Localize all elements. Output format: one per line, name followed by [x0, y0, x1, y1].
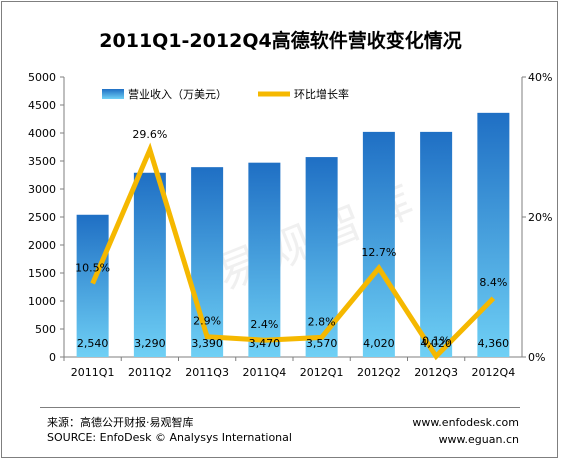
x-tick-label: 2012Q1: [300, 366, 344, 379]
bar: [420, 131, 453, 357]
bar-value-label: 3,470: [249, 337, 281, 350]
site-enfodesk[interactable]: www.enfodesk.com: [412, 416, 519, 429]
y-tick-label-left: 500: [35, 323, 56, 336]
legend-bar-swatch: [102, 89, 124, 99]
x-tick-label: 2011Q3: [185, 366, 229, 379]
growth-value-label: 8.4%: [479, 276, 507, 289]
y-tick-label-left: 1500: [28, 267, 56, 280]
x-tick-label: 2012Q4: [472, 366, 516, 379]
site-eguan[interactable]: www.eguan.cn: [438, 433, 519, 446]
footer-divider: [40, 407, 520, 408]
bar: [191, 167, 224, 357]
growth-value-label: 2.4%: [250, 318, 278, 331]
growth-value-label: 29.6%: [132, 128, 167, 141]
x-tick-label: 2012Q3: [414, 366, 458, 379]
legend-line-label: 环比增长率: [294, 87, 349, 101]
legend-bar-label: 营业收入（万美元）: [128, 87, 227, 101]
y-tick-label-left: 4500: [28, 99, 56, 112]
x-tick-label: 2011Q1: [71, 366, 115, 379]
bar-value-label: 3,390: [191, 337, 223, 350]
bar-value-label: 3,290: [134, 337, 166, 350]
y-tick-label-left: 2500: [28, 211, 56, 224]
bar-value-label: 4,020: [363, 337, 395, 350]
y-tick-label-left: 0: [49, 351, 56, 364]
bar: [133, 172, 166, 357]
y-tick-label-left: 2000: [28, 239, 56, 252]
chart-title: 2011Q1-2012Q4高德软件营收变化情况: [99, 30, 462, 52]
growth-line: [90, 142, 496, 361]
y-tick-label-left: 3500: [28, 155, 56, 168]
bar: [477, 112, 510, 357]
y-tick-label-right: 20%: [528, 211, 552, 224]
y-tick-label-left: 3000: [28, 183, 56, 196]
growth-value-label: 10.5%: [75, 262, 110, 275]
y-tick-label-left: 1000: [28, 295, 56, 308]
x-tick-label: 2012Q2: [357, 366, 401, 379]
bar: [248, 162, 281, 357]
growth-value-label: 0.1%: [422, 334, 450, 347]
bar-value-label: 4,020: [420, 337, 452, 350]
source-cn: 来源：高德公开财报·易观智库: [47, 416, 194, 429]
y-tick-label-left: 5000: [28, 71, 56, 84]
bar: [362, 131, 395, 357]
growth-value-label: 2.8%: [308, 315, 336, 328]
bar: [76, 214, 109, 357]
y-tick-label-left: 4000: [28, 127, 56, 140]
x-tick-label: 2011Q2: [128, 366, 172, 379]
source-en: SOURCE: EnfoDesk © Analysys Internationa…: [47, 431, 292, 444]
bar-value-label: 3,570: [306, 337, 338, 350]
bar-value-label: 4,360: [478, 337, 510, 350]
y-tick-label-right: 40%: [528, 71, 552, 84]
bar-value-label: 2,540: [77, 337, 109, 350]
x-tick-label: 2011Q4: [243, 366, 287, 379]
growth-value-label: 2.9%: [193, 315, 221, 328]
y-tick-label-right: 0%: [528, 351, 545, 364]
growth-value-label: 12.7%: [361, 246, 396, 259]
